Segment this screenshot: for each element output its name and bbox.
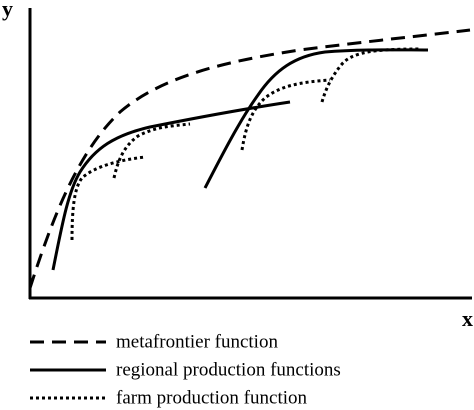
legend-label: metafrontier function	[116, 331, 278, 352]
farm-curve	[240, 78, 331, 151]
metafrontier-curve	[28, 28, 471, 289]
farm-curve	[320, 47, 421, 103]
legend-label: regional production functions	[116, 359, 341, 380]
regional-curve	[51, 100, 291, 271]
y-axis-label: y	[2, 0, 13, 21]
x-axis-label: x	[462, 306, 473, 331]
regional-curve	[203, 48, 429, 189]
farm-curve	[70, 155, 146, 241]
legend-label: farm production function	[116, 387, 308, 408]
farm-curve	[112, 122, 191, 179]
